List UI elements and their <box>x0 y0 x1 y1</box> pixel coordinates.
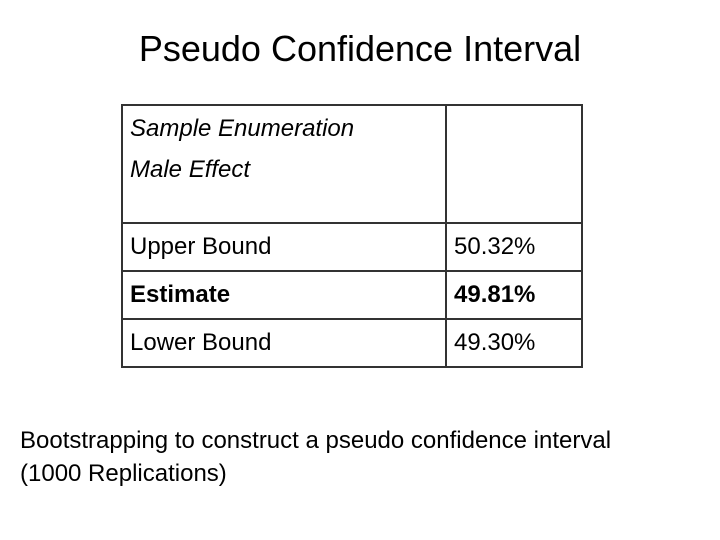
header-row: Sample Enumeration Male Effect <box>121 104 583 224</box>
header-line: Sample Enumeration <box>130 115 355 142</box>
cell: Upper Bound <box>121 222 447 272</box>
header-cell: Sample Enumeration Male Effect <box>121 104 447 224</box>
row: Estimate 49.81% <box>121 270 583 320</box>
row: Lower Bound 49.30% <box>121 318 583 368</box>
caption-line: (1000 Replications) <box>20 460 227 487</box>
header-line: Male Effect <box>130 156 251 183</box>
cell: Lower Bound <box>121 318 447 368</box>
row: Upper Bound 50.32% <box>121 222 583 272</box>
title: Pseudo Confidence Interval <box>138 28 582 69</box>
results-table: Sample Enumeration Male Effect Upper Boun… <box>121 104 583 368</box>
cell: Estimate <box>121 270 447 320</box>
cell: 50.32% <box>445 222 583 272</box>
cell: 49.30% <box>445 318 583 368</box>
empty-cell <box>445 104 583 224</box>
caption: Bootstrapping to construct a pseudo conf… <box>20 424 611 490</box>
caption-line: Bootstrapping to construct a pseudo conf… <box>20 427 612 454</box>
cell: 49.81% <box>445 270 583 320</box>
